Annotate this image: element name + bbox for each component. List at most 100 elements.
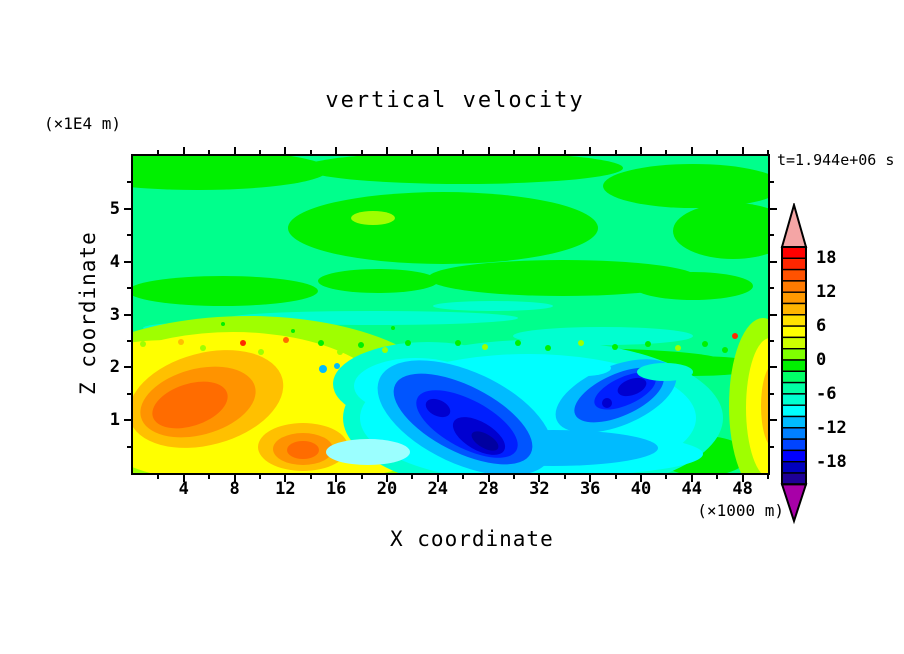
x-tick	[437, 475, 439, 482]
colorbar-band	[781, 449, 807, 463]
y-tick	[770, 446, 774, 448]
x-tick	[437, 147, 439, 154]
y-tick	[127, 181, 131, 183]
colorbar-label: 0	[816, 350, 827, 370]
colorbar-band	[781, 246, 807, 260]
x-axis-title: X coordinate	[390, 527, 554, 551]
y-tick-label: 4	[109, 251, 120, 272]
colorbar-bottom-arrow	[780, 483, 808, 525]
x-tick	[767, 475, 769, 479]
x-tick	[284, 475, 286, 482]
y-tick	[770, 314, 777, 316]
colorbar-band	[781, 370, 807, 384]
x-tick	[767, 150, 769, 154]
colorbar-band	[781, 291, 807, 305]
x-tick	[462, 475, 464, 479]
x-tick	[665, 475, 667, 479]
x-tick	[183, 147, 185, 154]
colorbar-band	[781, 302, 807, 316]
y-tick	[770, 393, 774, 395]
y-tick-label: 5	[109, 198, 120, 219]
x-tick	[335, 147, 337, 154]
x-tick	[335, 475, 337, 482]
y-tick	[127, 287, 131, 289]
x-tick	[538, 147, 540, 154]
x-tick-label: 44	[681, 479, 703, 499]
x-tick	[259, 475, 261, 479]
colorbar-label: -18	[816, 452, 847, 472]
central-downdraft	[319, 340, 723, 473]
x-tick	[310, 475, 312, 479]
colorbar	[780, 203, 808, 525]
y-tick	[124, 314, 131, 316]
y-tick	[770, 287, 774, 289]
colorbar-band	[781, 393, 807, 406]
y-tick	[127, 393, 131, 395]
x-tick-label: 24	[427, 479, 449, 499]
colorbar-band	[781, 314, 807, 327]
colorbar-band	[781, 336, 807, 350]
colorbar-band	[781, 347, 807, 361]
colorbar-label: 18	[816, 248, 837, 268]
x-tick	[488, 475, 490, 482]
x-tick	[208, 150, 210, 154]
x-tick	[742, 147, 744, 154]
right-edge-updraft	[729, 318, 768, 473]
colorbar-band	[781, 472, 807, 486]
y-tick	[770, 208, 777, 210]
x-tick	[234, 475, 236, 482]
y-tick	[124, 419, 131, 421]
x-tick	[259, 150, 261, 154]
x-tick	[615, 150, 617, 154]
x-tick	[716, 150, 718, 154]
x-tick	[411, 150, 413, 154]
x-tick	[615, 475, 617, 479]
y-tick	[770, 419, 777, 421]
x-tick	[538, 475, 540, 482]
y-tick-label: 3	[109, 304, 120, 325]
x-tick	[589, 475, 591, 482]
plot-frame	[131, 154, 770, 475]
x-tick	[640, 147, 642, 154]
y-tick	[124, 208, 131, 210]
x-tick-label: 8	[229, 479, 240, 499]
x-tick	[157, 475, 159, 479]
colorbar-top-arrow	[780, 203, 808, 248]
y-tick	[124, 366, 131, 368]
x-tick	[564, 150, 566, 154]
x-tick	[284, 147, 286, 154]
x-tick	[411, 475, 413, 479]
x-tick	[361, 150, 363, 154]
x-tick	[742, 475, 744, 482]
chart-title: vertical velocity	[325, 88, 585, 113]
x-tick	[234, 147, 236, 154]
x-tick	[564, 475, 566, 479]
interface-speckles	[140, 322, 748, 355]
x-tick-label: 36	[579, 479, 601, 499]
colorbar-band	[781, 280, 807, 293]
y-tick-label: 1	[109, 410, 120, 431]
y-tick	[127, 234, 131, 236]
x-tick	[157, 150, 159, 154]
x-tick	[361, 475, 363, 479]
colorbar-band	[781, 438, 807, 452]
x-tick-label: 20	[376, 479, 398, 499]
x-tick-label: 32	[529, 479, 550, 499]
colorbar-band	[781, 415, 807, 429]
y-axis-unit: (×1E4 m)	[44, 114, 122, 133]
colorbar-band	[781, 268, 807, 282]
x-axis-unit: (×1000 m)	[697, 501, 784, 520]
colorbar-band	[781, 381, 807, 395]
x-tick-label: 16	[325, 479, 347, 499]
colorbar-band	[781, 359, 807, 373]
x-tick	[691, 475, 693, 482]
x-tick	[310, 150, 312, 154]
colorbar-label: -12	[816, 418, 847, 438]
colorbar-band	[781, 404, 807, 418]
x-tick	[208, 475, 210, 479]
colorbar-bands	[781, 246, 807, 486]
x-tick-label: 4	[178, 479, 189, 499]
x-tick	[513, 150, 515, 154]
colorbar-label: 12	[816, 282, 837, 302]
